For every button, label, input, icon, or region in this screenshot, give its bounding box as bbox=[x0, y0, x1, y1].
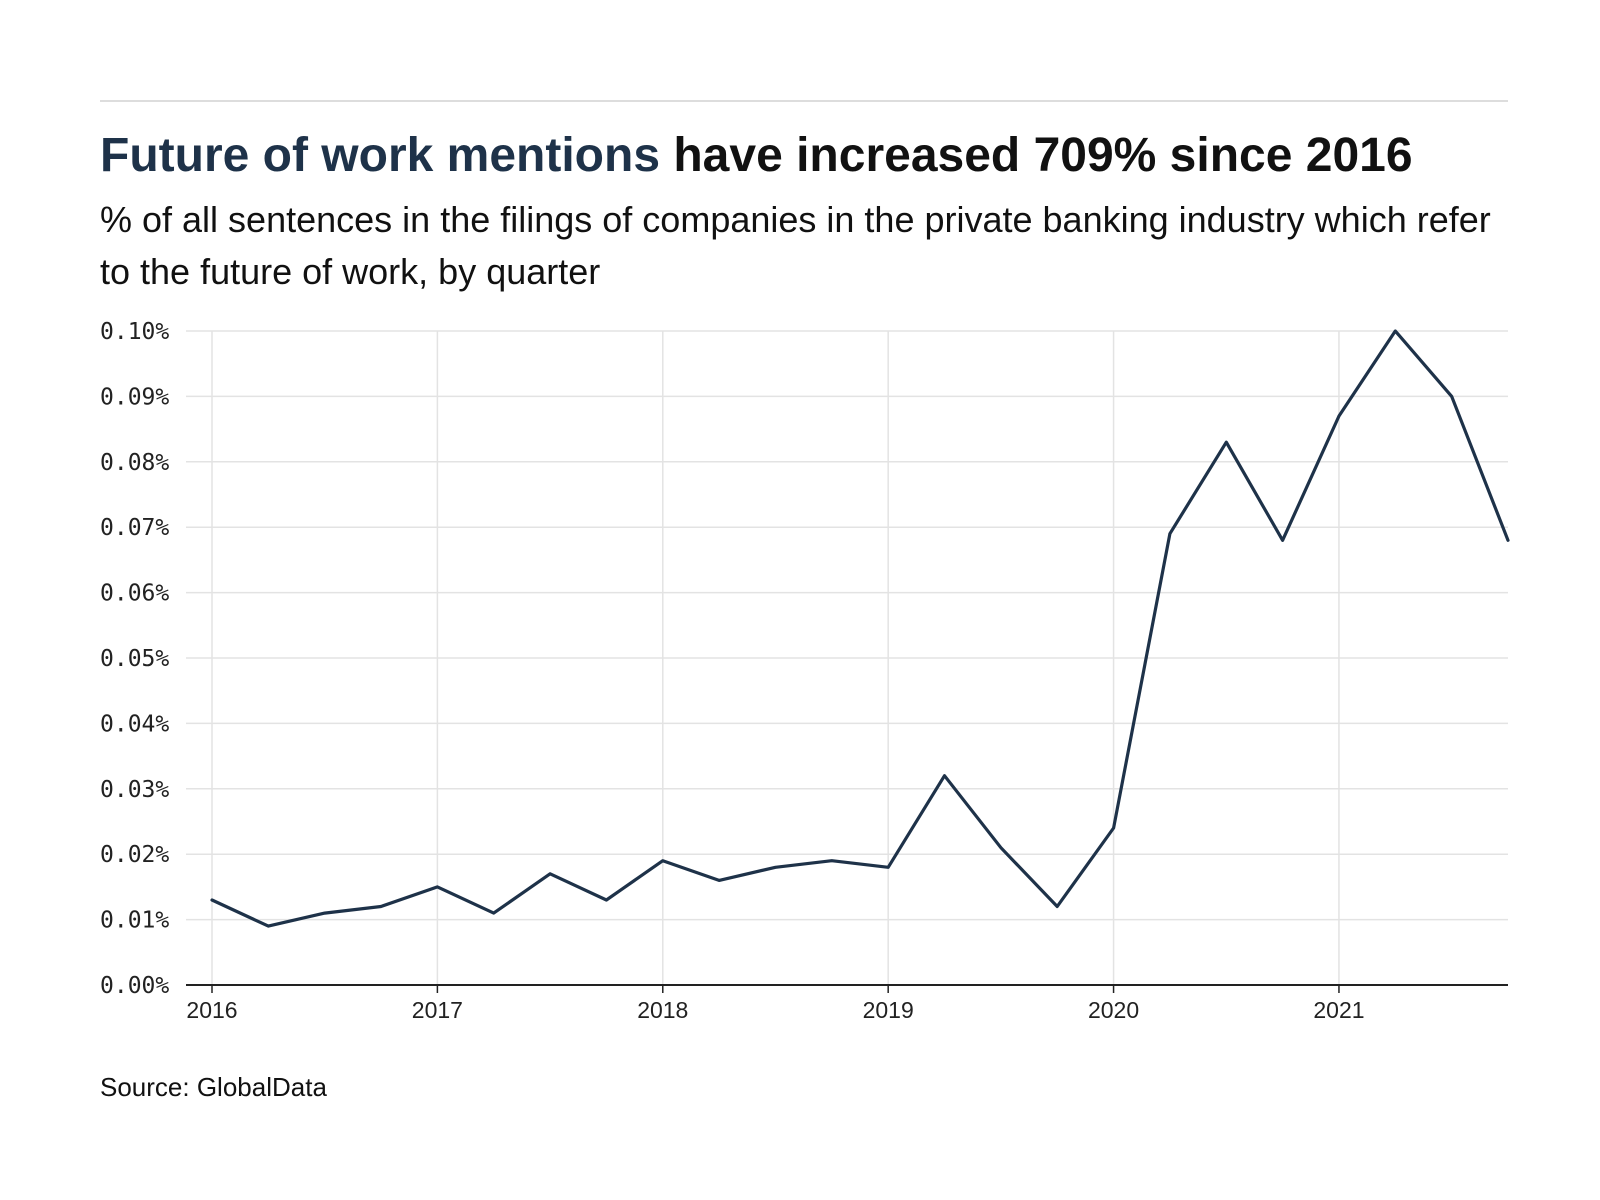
data-point bbox=[661, 859, 665, 863]
data-point bbox=[717, 878, 721, 882]
y-tick-label: 0.03% bbox=[100, 777, 169, 803]
data-point bbox=[210, 898, 214, 902]
y-tick-label: 0.04% bbox=[100, 711, 169, 737]
data-point bbox=[266, 924, 270, 928]
data-point bbox=[1450, 394, 1454, 398]
data-point bbox=[604, 898, 608, 902]
x-tick-label: 2020 bbox=[1088, 997, 1139, 1023]
y-tick-label: 0.02% bbox=[100, 842, 169, 868]
data-point bbox=[1168, 532, 1172, 536]
x-tick-label: 2017 bbox=[412, 997, 463, 1023]
top-divider bbox=[100, 100, 1508, 102]
source-note: Source: GlobalData bbox=[100, 1072, 327, 1102]
y-tick-label: 0.00% bbox=[100, 973, 169, 999]
data-point bbox=[1055, 905, 1059, 909]
chart-title-highlight: Future of work mentions bbox=[100, 129, 661, 182]
data-point bbox=[943, 774, 947, 778]
y-tick-label: 0.08% bbox=[100, 450, 169, 476]
data-point bbox=[1337, 414, 1341, 418]
y-tick-label: 0.06% bbox=[100, 581, 169, 607]
chart-title-rest: have increased 709% since 2016 bbox=[660, 129, 1413, 182]
data-point bbox=[379, 905, 383, 909]
data-point bbox=[323, 911, 327, 915]
x-tick-label: 2016 bbox=[186, 997, 237, 1023]
chart-subtitle: % of all sentences in the filings of com… bbox=[100, 199, 1491, 292]
data-point bbox=[773, 865, 777, 869]
data-point bbox=[999, 846, 1003, 850]
data-point bbox=[1281, 538, 1285, 542]
x-tick-label: 2021 bbox=[1313, 997, 1364, 1023]
data-point bbox=[886, 865, 890, 869]
data-point bbox=[1393, 329, 1397, 333]
y-tick-label: 0.05% bbox=[100, 646, 169, 672]
y-tick-label: 0.10% bbox=[100, 319, 169, 345]
y-tick-label: 0.01% bbox=[100, 908, 169, 934]
data-point bbox=[1224, 440, 1228, 444]
x-tick-label: 2019 bbox=[863, 997, 914, 1023]
x-tick-label: 2018 bbox=[637, 997, 688, 1023]
data-point bbox=[1112, 826, 1116, 830]
data-point bbox=[548, 872, 552, 876]
chart-title: Future of work mentions have increased 7… bbox=[100, 124, 1413, 188]
data-point bbox=[1506, 538, 1510, 542]
series-line bbox=[210, 329, 1510, 928]
data-point bbox=[830, 859, 834, 863]
y-tick-label: 0.09% bbox=[100, 384, 169, 410]
data-point bbox=[492, 911, 496, 915]
y-tick-label: 0.07% bbox=[100, 515, 169, 541]
data-point bbox=[435, 885, 439, 889]
